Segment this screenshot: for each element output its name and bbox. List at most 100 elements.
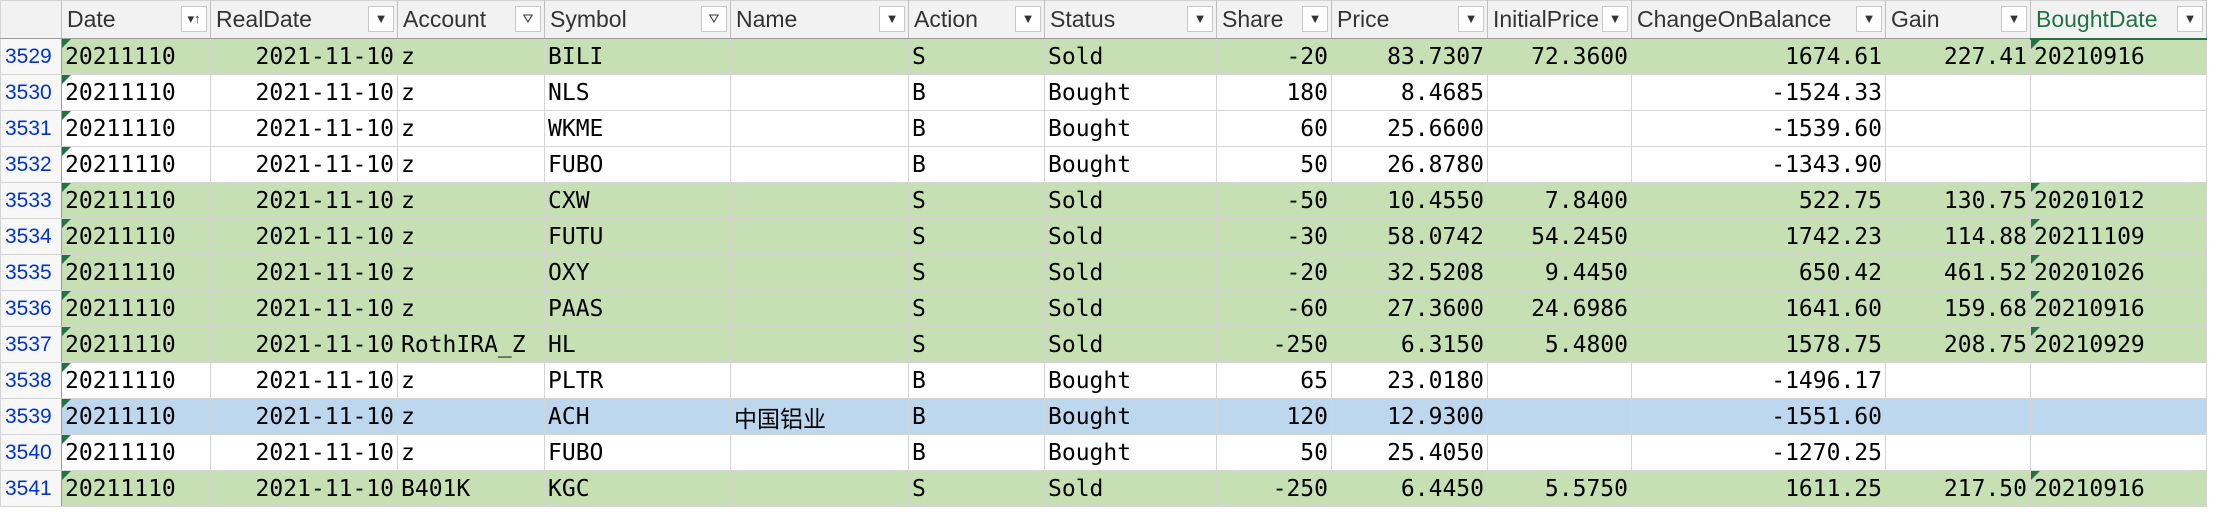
cell-initialprice[interactable]: 7.8400 [1487,182,1632,219]
cell-realdate[interactable]: 2021-11-10 [210,74,398,111]
cell-name[interactable] [730,38,909,75]
row-number[interactable]: 3534 [0,218,62,255]
cell-symbol[interactable]: FUBO [544,146,731,183]
cell-symbol[interactable]: OXY [544,254,731,291]
dropdown-icon[interactable]: ▼ [368,6,394,32]
cell-initialprice[interactable] [1487,398,1632,435]
cell-boughtdate[interactable] [2030,398,2207,435]
cell-symbol[interactable]: HL [544,326,731,363]
cell-account[interactable]: z [397,218,545,255]
cell-action[interactable]: S [908,326,1045,363]
cell-action[interactable]: B [908,74,1045,111]
cell-status[interactable]: Bought [1044,74,1217,111]
dropdown-icon[interactable]: ▼ [879,6,905,32]
column-header-date[interactable]: Date ▾↑ [61,0,211,39]
cell-symbol[interactable]: FUTU [544,218,731,255]
cell-share[interactable]: 120 [1216,398,1332,435]
cell-gain[interactable]: 114.88 [1885,218,2031,255]
cell-date[interactable]: 20211110 [61,218,211,255]
cell-gain[interactable]: 208.75 [1885,326,2031,363]
dropdown-icon[interactable]: ▼ [1602,6,1628,32]
table-row[interactable]: 3538 20211110 2021-11-10 z PLTR B Bought 65 23.0… [0,362,2207,399]
cell-account[interactable]: z [397,110,545,147]
cell-action[interactable]: S [908,182,1045,219]
cell-share[interactable]: -20 [1216,254,1332,291]
cell-action[interactable]: S [908,38,1045,75]
cell-initialprice[interactable]: 24.6986 [1487,290,1632,327]
cell-gain[interactable]: 159.68 [1885,290,2031,327]
cell-date[interactable]: 20211110 [61,326,211,363]
cell-price[interactable]: 6.4450 [1331,470,1488,507]
cell-boughtdate[interactable] [2030,110,2207,147]
cell-action[interactable]: B [908,110,1045,147]
cell-status[interactable]: Bought [1044,434,1217,471]
cell-account[interactable]: B401K [397,470,545,507]
cell-date[interactable]: 20211110 [61,290,211,327]
column-header-symbol[interactable]: Symbol ⛛ [544,0,731,39]
cell-date[interactable]: 20211110 [61,254,211,291]
cell-changeonbalance[interactable]: -1539.60 [1631,110,1886,147]
cell-name[interactable] [730,290,909,327]
cell-gain[interactable] [1885,434,2031,471]
cell-status[interactable]: Bought [1044,398,1217,435]
dropdown-icon[interactable]: ▼ [1015,6,1041,32]
cell-realdate[interactable]: 2021-11-10 [210,110,398,147]
cell-price[interactable]: 6.3150 [1331,326,1488,363]
cell-status[interactable]: Bought [1044,110,1217,147]
row-number[interactable]: 3531 [0,110,62,147]
cell-share[interactable]: -50 [1216,182,1332,219]
cell-realdate[interactable]: 2021-11-10 [210,434,398,471]
cell-initialprice[interactable] [1487,74,1632,111]
corner-cell[interactable] [0,0,62,39]
cell-boughtdate[interactable] [2030,146,2207,183]
cell-date[interactable]: 20211110 [61,434,211,471]
cell-initialprice[interactable]: 72.3600 [1487,38,1632,75]
cell-realdate[interactable]: 2021-11-10 [210,254,398,291]
dropdown-icon[interactable]: ▼ [1302,6,1328,32]
cell-gain[interactable]: 461.52 [1885,254,2031,291]
cell-account[interactable]: z [397,434,545,471]
cell-date[interactable]: 20211110 [61,182,211,219]
row-number[interactable]: 3537 [0,326,62,363]
cell-gain[interactable] [1885,74,2031,111]
sort-icon[interactable]: ▾↑ [181,6,207,32]
cell-price[interactable]: 25.4050 [1331,434,1488,471]
cell-account[interactable]: z [397,38,545,75]
cell-price[interactable]: 26.8780 [1331,146,1488,183]
cell-account[interactable]: z [397,362,545,399]
row-number[interactable]: 3536 [0,290,62,327]
cell-initialprice[interactable]: 5.5750 [1487,470,1632,507]
cell-initialprice[interactable]: 5.4800 [1487,326,1632,363]
cell-changeonbalance[interactable]: 1578.75 [1631,326,1886,363]
dropdown-icon[interactable]: ▼ [1458,6,1484,32]
cell-account[interactable]: z [397,398,545,435]
cell-status[interactable]: Sold [1044,38,1217,75]
table-row[interactable]: 3533 20211110 2021-11-10 z CXW S Sold -50 10.455… [0,182,2207,219]
table-row[interactable]: 3541 20211110 2021-11-10 B401K KGC S Sold -250 6… [0,470,2207,507]
cell-initialprice[interactable] [1487,146,1632,183]
row-number[interactable]: 3540 [0,434,62,471]
cell-realdate[interactable]: 2021-11-10 [210,398,398,435]
table-row[interactable]: 3537 20211110 2021-11-10 RothIRA_Z HL S Sold -2… [0,326,2207,363]
cell-share[interactable]: 50 [1216,146,1332,183]
cell-price[interactable]: 58.0742 [1331,218,1488,255]
cell-share[interactable]: -250 [1216,326,1332,363]
cell-initialprice[interactable] [1487,434,1632,471]
cell-account[interactable]: RothIRA_Z [397,326,545,363]
cell-realdate[interactable]: 2021-11-10 [210,38,398,75]
cell-status[interactable]: Bought [1044,146,1217,183]
column-header-price[interactable]: Price ▼ [1331,0,1488,39]
cell-changeonbalance[interactable]: 1674.61 [1631,38,1886,75]
cell-account[interactable]: z [397,182,545,219]
cell-boughtdate[interactable]: 20210916 [2030,470,2207,507]
column-header-changeonbalance[interactable]: ChangeOnBalance ▼ [1631,0,1886,39]
cell-price[interactable]: 8.4685 [1331,74,1488,111]
row-number[interactable]: 3529 [0,38,62,75]
cell-date[interactable]: 20211110 [61,74,211,111]
cell-gain[interactable]: 217.50 [1885,470,2031,507]
cell-symbol[interactable]: BILI [544,38,731,75]
cell-date[interactable]: 20211110 [61,470,211,507]
cell-symbol[interactable]: FUBO [544,434,731,471]
cell-name[interactable] [730,146,909,183]
cell-action[interactable]: B [908,434,1045,471]
